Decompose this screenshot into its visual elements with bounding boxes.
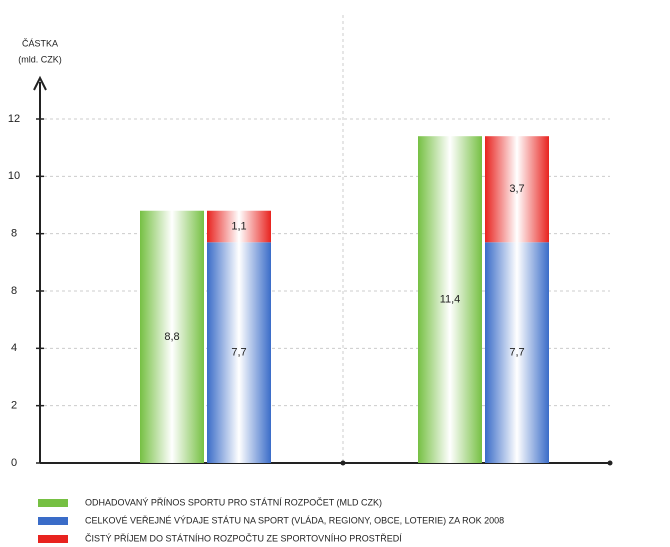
legend-swatch: [38, 535, 68, 543]
y-tick-label: 2: [11, 400, 17, 412]
value-label: 1,1: [231, 220, 246, 232]
legend-label: ODHADOVANÝ PŘÍNOS SPORTU PRO STÁTNÍ ROZP…: [85, 497, 382, 507]
y-tick-label: 8: [11, 285, 17, 297]
value-label: 8,8: [164, 331, 179, 343]
y-tick-label: 4: [11, 342, 17, 354]
axis-dot: [607, 460, 613, 466]
y-tick-label: 0: [11, 457, 17, 469]
bar: [207, 210, 271, 243]
bar: [418, 136, 482, 463]
y-tick-label: 12: [8, 113, 20, 125]
legend-label: CELKOVÉ VEŘEJNÉ VÝDAJE STÁTU NA SPORT (V…: [85, 515, 504, 525]
y-axis-arrow: [33, 75, 47, 91]
value-label: 7,7: [231, 347, 246, 359]
value-label: 11,4: [440, 294, 461, 306]
value-label: 3,7: [509, 183, 524, 195]
y-axis-label: ČÁSTKA: [22, 38, 58, 48]
bar: [485, 242, 549, 463]
bar: [485, 136, 549, 243]
y-tick-label: 10: [8, 170, 20, 182]
legend-swatch: [38, 499, 68, 507]
y-axis-unit: (mld. CZK): [18, 54, 62, 64]
value-label: 7,7: [509, 347, 524, 359]
legend-label: ČISTÝ PŘÍJEM DO STÁTNÍHO ROZPOČTU ZE SPO…: [85, 533, 402, 543]
legend-swatch: [38, 517, 68, 525]
y-tick-label: 8: [11, 228, 17, 240]
bar: [207, 242, 271, 463]
bar: [140, 210, 204, 463]
axis-dot: [340, 460, 346, 466]
